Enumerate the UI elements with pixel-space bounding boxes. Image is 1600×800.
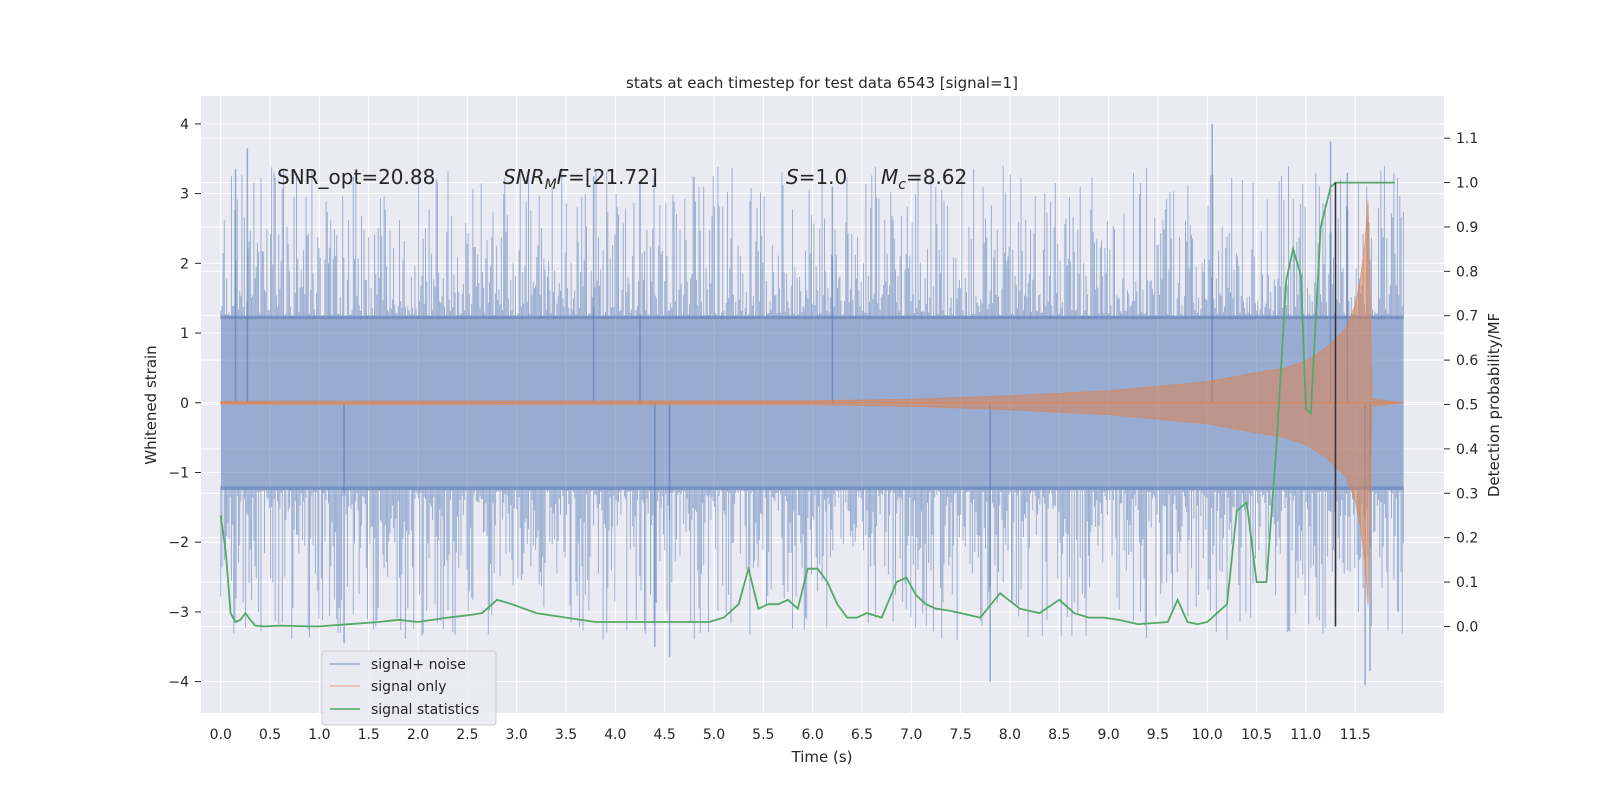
x-tick-label-19: 9.5 xyxy=(1147,727,1169,743)
x-tick-label-14: 7.0 xyxy=(900,727,922,743)
x-tick-label-11: 5.5 xyxy=(752,727,774,743)
y2-tick-label-6: 0.6 xyxy=(1456,353,1478,369)
y-tick-label-1: −3 xyxy=(168,605,189,621)
y2-axis-label: Detection probability/MF xyxy=(1485,313,1503,497)
legend-item-noise: signal+ noise xyxy=(371,657,466,673)
y2-tick-label-0: 0.0 xyxy=(1456,619,1478,635)
legend-item-signal: signal only xyxy=(371,679,446,695)
y2-tick-label-3: 0.3 xyxy=(1456,486,1478,502)
signal-only-series xyxy=(220,200,1404,605)
y-tick-label-0: −4 xyxy=(168,675,189,691)
y2-tick-label-2: 0.2 xyxy=(1456,531,1478,547)
y2-tick-label-9: 0.9 xyxy=(1456,220,1478,236)
annotation-snr-mf: SNRMF=[21.72] xyxy=(503,165,658,193)
y2-tick-label-10: 1.0 xyxy=(1456,176,1478,192)
legend-box xyxy=(321,650,497,726)
y-tick-label-5: 1 xyxy=(180,326,189,342)
x-tick-label-23: 11.5 xyxy=(1340,727,1371,743)
y-axis-ticks: −4 −3 −2 −1 0 1 2 3 4 xyxy=(168,117,201,691)
x-tick-label-10: 5.0 xyxy=(703,727,725,743)
x-tick-label-5: 2.5 xyxy=(456,727,478,743)
chart-title: stats at each timestep for test data 654… xyxy=(626,74,1018,92)
x-tick-label-21: 10.5 xyxy=(1241,727,1272,743)
x-tick-label-17: 8.5 xyxy=(1048,727,1070,743)
y2-tick-label-5: 0.5 xyxy=(1456,398,1478,414)
x-tick-label-12: 6.0 xyxy=(802,727,824,743)
y2-tick-label-1: 0.1 xyxy=(1456,575,1478,591)
y-tick-label-4: 0 xyxy=(180,396,189,412)
x-tick-label-15: 7.5 xyxy=(949,727,971,743)
y-tick-label-6: 2 xyxy=(180,256,189,272)
y-tick-label-2: −2 xyxy=(168,535,189,551)
annotation-snr-opt: SNR_opt=20.88 xyxy=(277,165,435,189)
y2-tick-label-8: 0.8 xyxy=(1456,264,1478,280)
x-tick-label-6: 3.0 xyxy=(506,727,528,743)
y-tick-label-3: −1 xyxy=(168,465,189,481)
x-tick-label-20: 10.0 xyxy=(1192,727,1223,743)
x-tick-label-9: 4.5 xyxy=(654,727,676,743)
x-tick-label-16: 8.0 xyxy=(999,727,1021,743)
legend: signal+ noise signal only signal statist… xyxy=(321,650,497,726)
x-tick-label-2: 1.0 xyxy=(308,727,330,743)
x-tick-label-0: 0.0 xyxy=(210,727,232,743)
x-tick-label-13: 6.5 xyxy=(851,727,873,743)
x-tick-label-1: 0.5 xyxy=(259,727,281,743)
signal-statistics-series xyxy=(219,181,1395,628)
annotation-mc: Mc=8.62 xyxy=(881,165,967,193)
y-tick-label-7: 3 xyxy=(180,187,189,203)
y2-axis-ticks: 0.0 0.1 0.2 0.3 0.4 0.5 0.6 0.7 0.8 0.9 1.0 1.1 xyxy=(1444,131,1478,635)
y-tick-label-8: 4 xyxy=(180,117,189,133)
stats-line xyxy=(219,181,1395,628)
x-tick-label-4: 2.0 xyxy=(407,727,429,743)
x-tick-label-3: 1.5 xyxy=(358,727,380,743)
y-axis-label: Whitened strain xyxy=(142,345,160,464)
x-tick-label-7: 3.5 xyxy=(555,727,577,743)
x-tick-label-18: 9.0 xyxy=(1097,727,1119,743)
y2-tick-label-4: 0.4 xyxy=(1456,442,1478,458)
noise-whiskers xyxy=(220,165,1404,640)
legend-item-stats: signal statistics xyxy=(371,702,479,718)
x-axis-label: Time (s) xyxy=(791,748,853,766)
y2-tick-label-7: 0.7 xyxy=(1456,309,1478,325)
x-tick-label-8: 4.0 xyxy=(604,727,626,743)
x-tick-label-22: 11.0 xyxy=(1290,727,1321,743)
x-axis-ticks: 0.0 0.5 1.0 1.5 2.0 2.5 3.0 3.5 4.0 4.5 5.0 5.5 6.0 6… xyxy=(210,727,1371,743)
annotation-s: S=1.0 xyxy=(786,165,847,189)
y2-tick-label-11: 1.1 xyxy=(1456,131,1478,147)
